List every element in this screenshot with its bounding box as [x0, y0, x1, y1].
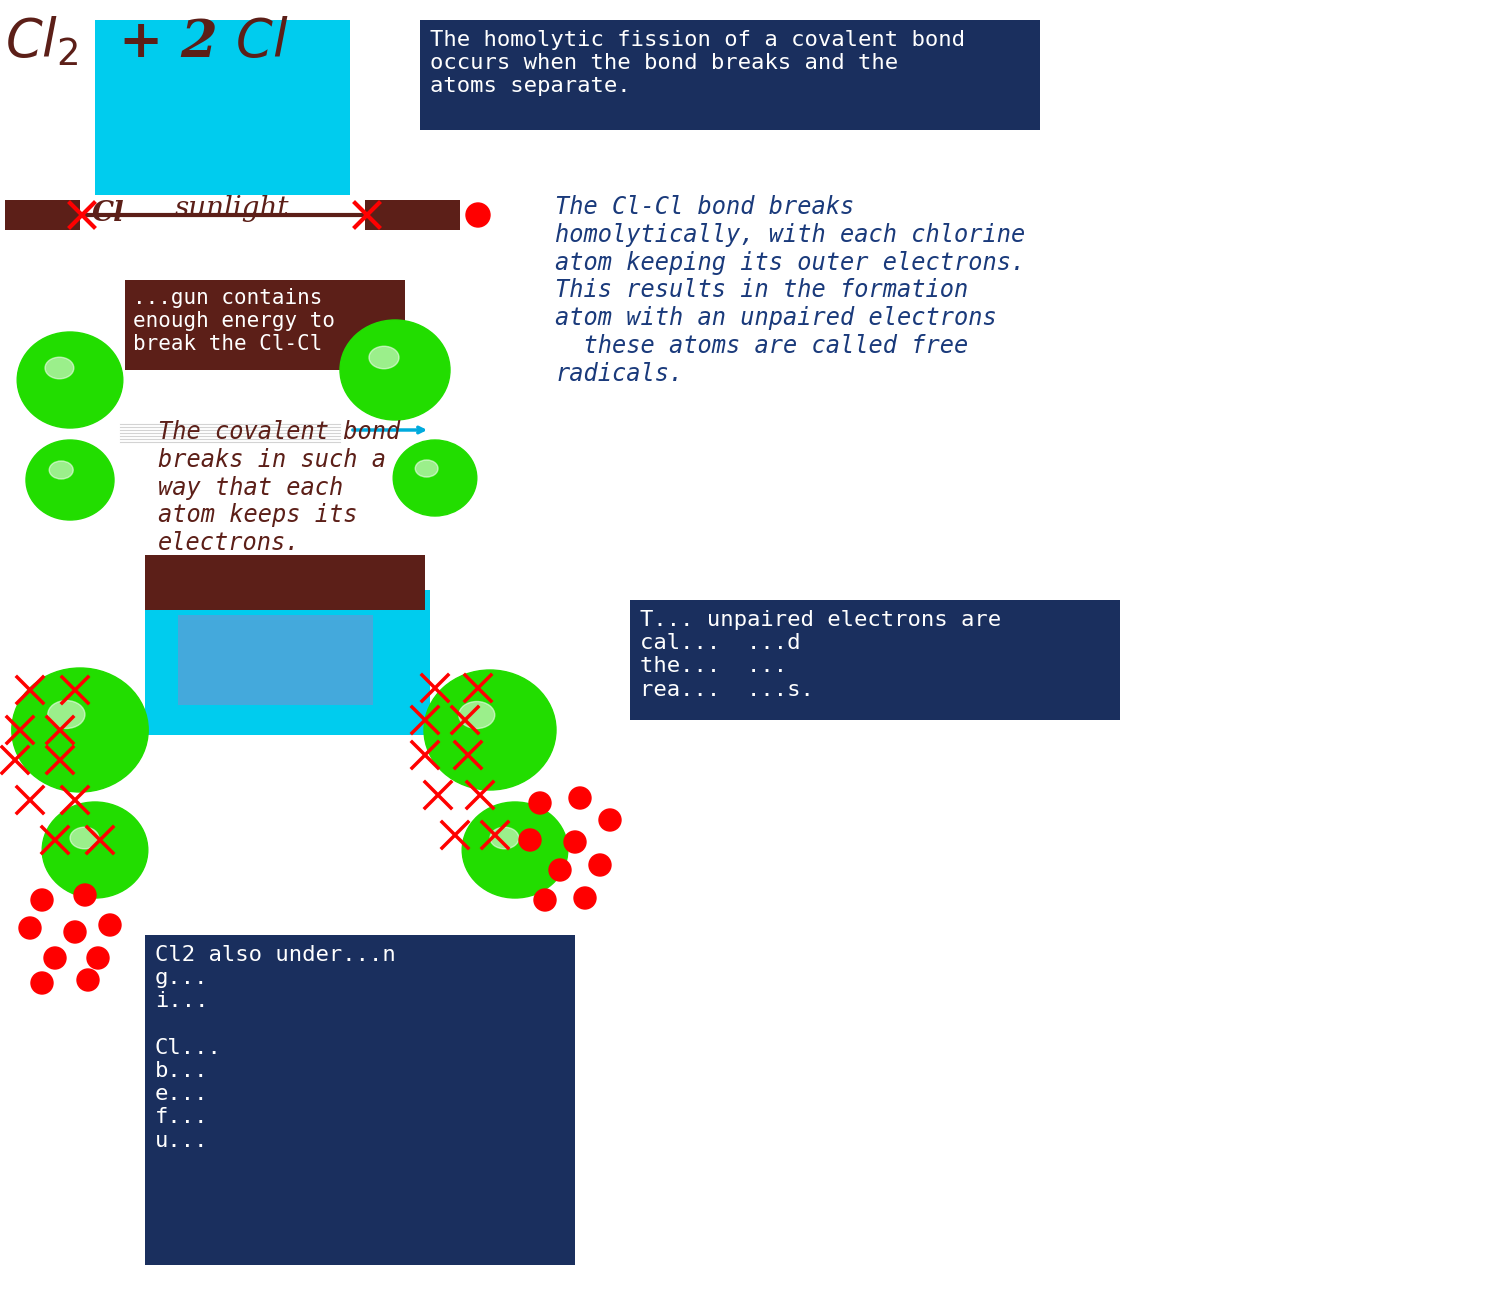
- Ellipse shape: [462, 802, 568, 898]
- Circle shape: [530, 792, 550, 814]
- Text: The covalent bond
breaks in such a
way that each
atom keeps its
electrons.: The covalent bond breaks in such a way t…: [158, 421, 401, 555]
- Circle shape: [590, 854, 610, 876]
- Ellipse shape: [393, 440, 477, 516]
- Ellipse shape: [45, 357, 74, 379]
- Circle shape: [564, 831, 586, 853]
- Bar: [4, 200, 80, 230]
- Circle shape: [76, 969, 99, 991]
- Text: The Cl-Cl bond breaks
homolytically, with each chlorine
atom keeping its outer e: The Cl-Cl bond breaks homolytically, wit…: [555, 195, 1026, 386]
- Circle shape: [87, 947, 109, 969]
- Bar: [178, 615, 374, 706]
- Circle shape: [64, 921, 86, 943]
- Circle shape: [549, 859, 572, 881]
- Bar: [94, 21, 350, 195]
- Ellipse shape: [26, 440, 114, 520]
- Ellipse shape: [490, 827, 519, 849]
- Circle shape: [534, 889, 556, 911]
- Circle shape: [32, 889, 53, 911]
- Ellipse shape: [16, 332, 123, 428]
- Ellipse shape: [340, 320, 450, 421]
- Text: The homolytic fission of a covalent bond
occurs when the bond breaks and the
ato: The homolytic fission of a covalent bond…: [430, 30, 964, 97]
- Bar: [630, 600, 1120, 720]
- Ellipse shape: [424, 670, 556, 789]
- Bar: [364, 200, 460, 230]
- Ellipse shape: [369, 346, 399, 369]
- Text: $Cl_2$  + 2 $Cl$: $Cl_2$ + 2 $Cl$: [4, 15, 290, 68]
- Circle shape: [44, 947, 66, 969]
- Circle shape: [99, 915, 122, 937]
- Bar: [146, 590, 430, 735]
- Ellipse shape: [12, 668, 148, 792]
- Text: T... unpaired electrons are
cal...  ...d
the...  ...
rea...  ...s.: T... unpaired electrons are cal... ...d …: [640, 610, 1000, 699]
- Circle shape: [574, 888, 596, 909]
- Bar: [420, 21, 1040, 130]
- Ellipse shape: [70, 827, 99, 849]
- Circle shape: [466, 203, 490, 227]
- Text: sunlight: sunlight: [176, 195, 290, 222]
- Text: ...gun contains
enough energy to
break the Cl-Cl: ...gun contains enough energy to break t…: [134, 288, 334, 355]
- Circle shape: [32, 971, 53, 995]
- Circle shape: [519, 829, 542, 851]
- Ellipse shape: [42, 802, 148, 898]
- Text: Cl2 also under...n
g...
i...

Cl...
b...
e...
f...
u...: Cl2 also under...n g... i... Cl... b... …: [154, 946, 396, 1151]
- Ellipse shape: [459, 702, 495, 729]
- Bar: [146, 555, 424, 610]
- Bar: [146, 935, 574, 1265]
- Ellipse shape: [50, 461, 74, 479]
- Circle shape: [74, 884, 96, 906]
- Circle shape: [20, 917, 40, 939]
- Circle shape: [568, 787, 591, 809]
- Ellipse shape: [416, 461, 438, 477]
- Circle shape: [598, 809, 621, 831]
- Bar: [124, 280, 405, 370]
- Text: Cl: Cl: [92, 200, 124, 227]
- Ellipse shape: [48, 700, 86, 729]
